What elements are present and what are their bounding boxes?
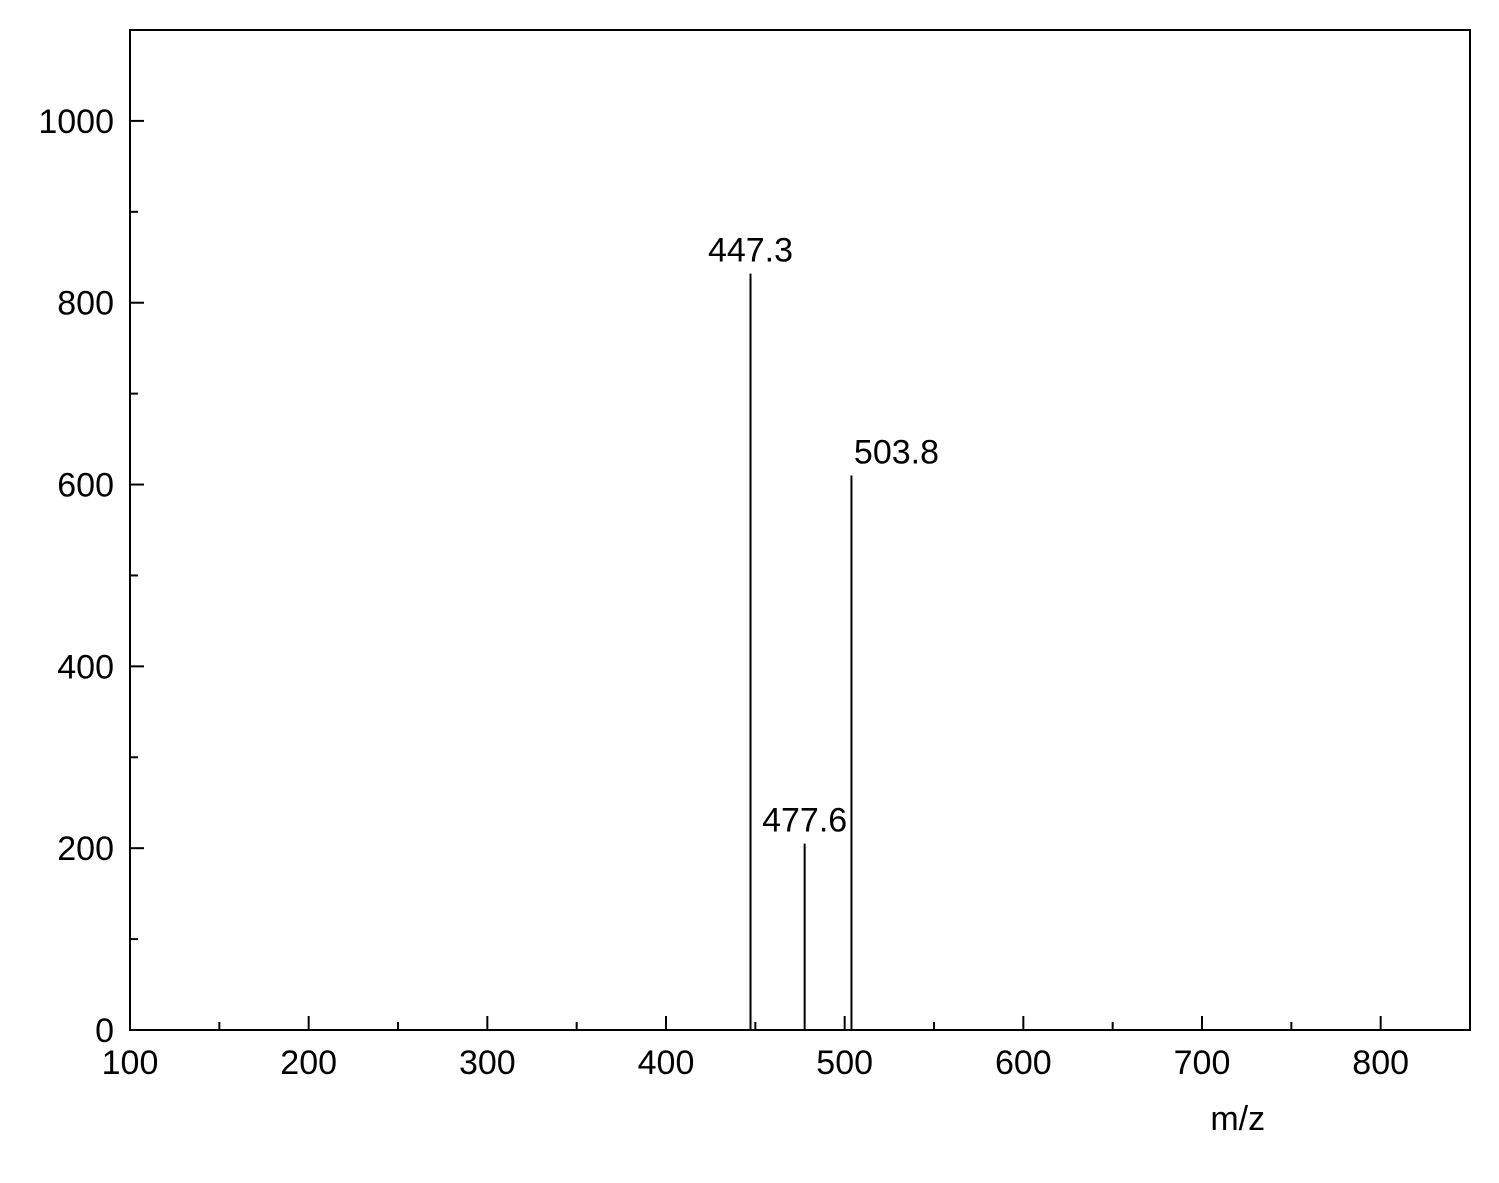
x-tick-label: 800 [1352, 1044, 1409, 1082]
chart-background [0, 0, 1499, 1183]
x-tick-label: 500 [816, 1044, 873, 1082]
x-tick-label: 700 [1174, 1044, 1231, 1082]
y-tick-label: 800 [57, 285, 114, 323]
x-axis-label: m/z [1210, 1100, 1265, 1138]
y-tick-label: 600 [57, 466, 114, 504]
peak-label: 503.8 [854, 433, 939, 471]
peak-label: 477.6 [762, 802, 847, 840]
y-tick-label: 200 [57, 830, 114, 868]
x-tick-label: 300 [459, 1044, 516, 1082]
peak-label: 447.3 [708, 232, 793, 270]
x-tick-label: 400 [638, 1044, 695, 1082]
x-tick-label: 200 [280, 1044, 337, 1082]
y-tick-label: 1000 [38, 103, 114, 141]
mass-spectrum-chart: 1002003004005006007008000200400600800100… [0, 0, 1499, 1183]
chart-container: 1002003004005006007008000200400600800100… [0, 0, 1499, 1183]
y-tick-label: 0 [95, 1012, 114, 1050]
x-tick-label: 600 [995, 1044, 1052, 1082]
y-tick-label: 400 [57, 648, 114, 686]
